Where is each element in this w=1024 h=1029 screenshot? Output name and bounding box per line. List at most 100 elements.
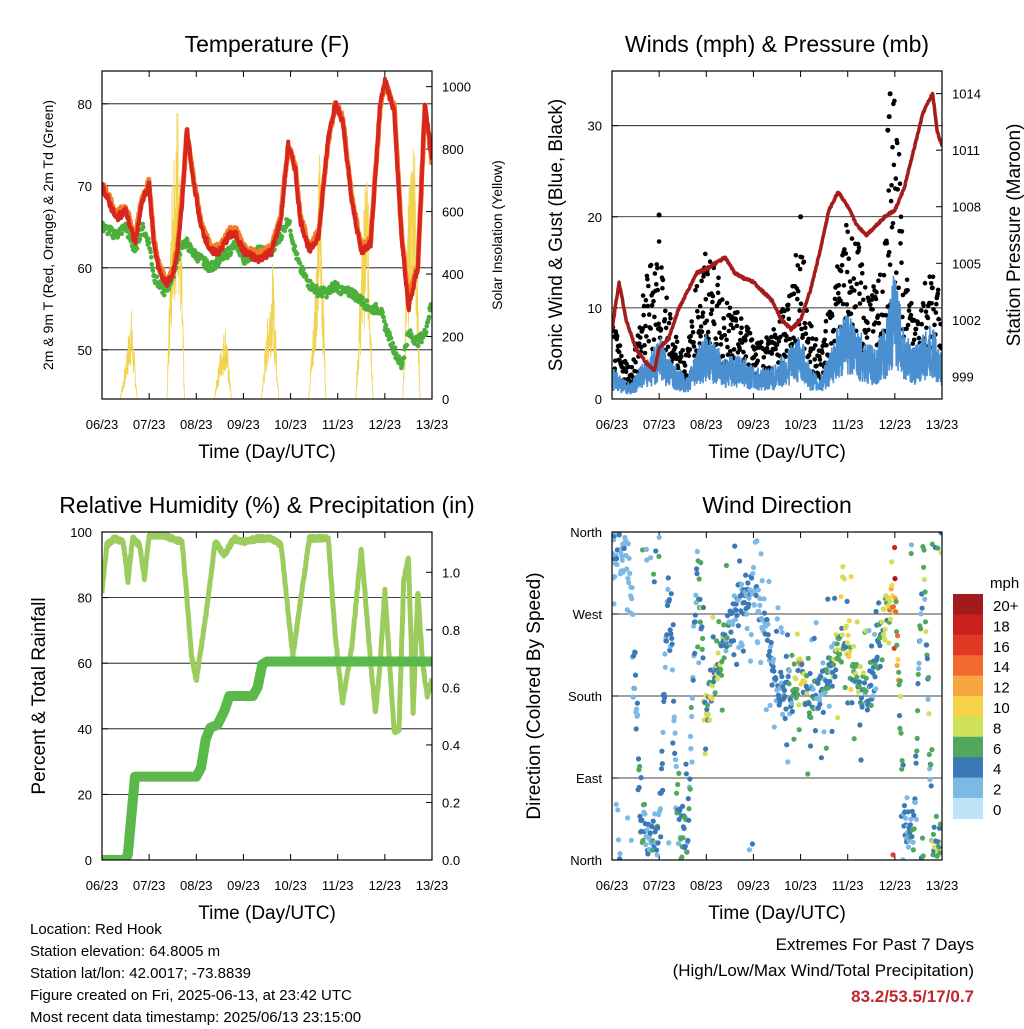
direction-point [743,572,749,578]
gust-point [623,369,629,375]
gust-point [871,284,876,289]
y2-tick-label: 1.0 [442,565,460,580]
direction-point [757,596,763,602]
gust-point [934,301,939,307]
gust-point [887,91,893,97]
direction-point [905,844,912,850]
direction-point [840,564,846,570]
x-tick-label: 13/23 [416,878,449,893]
direction-point [639,817,645,823]
direction-point [918,611,924,617]
direction-point [653,548,659,554]
gust-point [881,272,887,278]
dewpoint-point [288,228,293,234]
gust-point [930,274,936,280]
direction-point [816,697,823,703]
gust-point [654,282,659,287]
direction-point [627,570,633,576]
plot-frame [101,531,433,861]
direction-point [643,546,650,553]
dewpoint-point [149,261,155,267]
dewpoint-point [383,322,389,328]
direction-point [697,596,703,603]
direction-point [796,702,802,708]
direction-point [697,619,703,625]
gust-point [924,325,929,331]
gust-point [724,337,729,343]
direction-point [767,644,774,650]
y2-tick-label: 999 [952,369,974,384]
direction-point [732,543,738,549]
dewpoint-point [294,251,300,256]
direction-point [732,617,739,623]
gust-point [795,263,800,268]
y-axis-label: Direction (Colored By Speed) [524,572,545,819]
dewpoint-point [303,273,309,279]
gust-point [679,354,684,359]
direction-point [629,596,635,602]
gust-point [651,298,656,304]
gust-point [894,140,900,146]
direction-point [916,666,922,672]
gust-point [900,314,905,320]
direction-point [689,713,695,720]
x-tick-label: 12/23 [369,878,402,893]
y-tick-label: North [570,525,602,540]
gust-point [697,303,703,309]
direction-point [820,660,826,666]
extremes-subtitle: (High/Low/Max Wind/Total Precipitation) [672,961,974,980]
gust-point [889,183,894,188]
gust-point [656,212,662,218]
direction-point [773,628,780,634]
gust-point [802,320,808,326]
legend-label: 8 [993,720,1001,737]
direction-point [848,686,854,693]
figure-created: Figure created on Fri, 2025-06-13, at 23… [30,987,352,1004]
gust-point [674,339,680,345]
direction-point [737,558,743,564]
gust-point [646,312,652,317]
direction-point [879,657,885,663]
gust-point [922,280,928,286]
direction-point [660,729,666,736]
direction-point [917,638,923,644]
direction-point [821,729,827,735]
direction-point [838,594,844,600]
direction-point [684,849,690,855]
gust-point [722,332,727,338]
direction-point [746,595,752,601]
gust-point [691,340,696,345]
gust-point [763,350,769,355]
direction-point [913,753,919,759]
direction-point [890,604,897,610]
direction-point [746,601,752,607]
direction-point [665,575,671,581]
direction-point [775,605,781,611]
gust-point [795,288,801,294]
direction-point [660,787,666,794]
gust-point [640,326,645,332]
gust-point [654,262,660,267]
gust-point [673,352,678,358]
direction-point [807,670,813,677]
direction-point [681,825,687,832]
direction-point [654,852,660,858]
gust-point [813,337,819,342]
gust-point [662,317,668,322]
x-axis-label: Time (Day/UTC) [198,903,336,924]
direction-point [692,650,698,657]
direction-point [655,840,661,846]
direction-point [682,843,688,849]
direction-point [630,611,636,618]
direction-point [890,852,896,858]
gust-point [824,343,829,348]
gust-point [870,329,876,334]
direction-point [834,641,840,647]
direction-point [791,661,797,667]
legend-label: 6 [993,741,1001,758]
dewpoint-point [137,236,143,242]
direction-point [796,727,802,733]
gust-point [857,301,863,306]
direction-point [749,575,755,581]
dewpoint-point [360,296,366,301]
